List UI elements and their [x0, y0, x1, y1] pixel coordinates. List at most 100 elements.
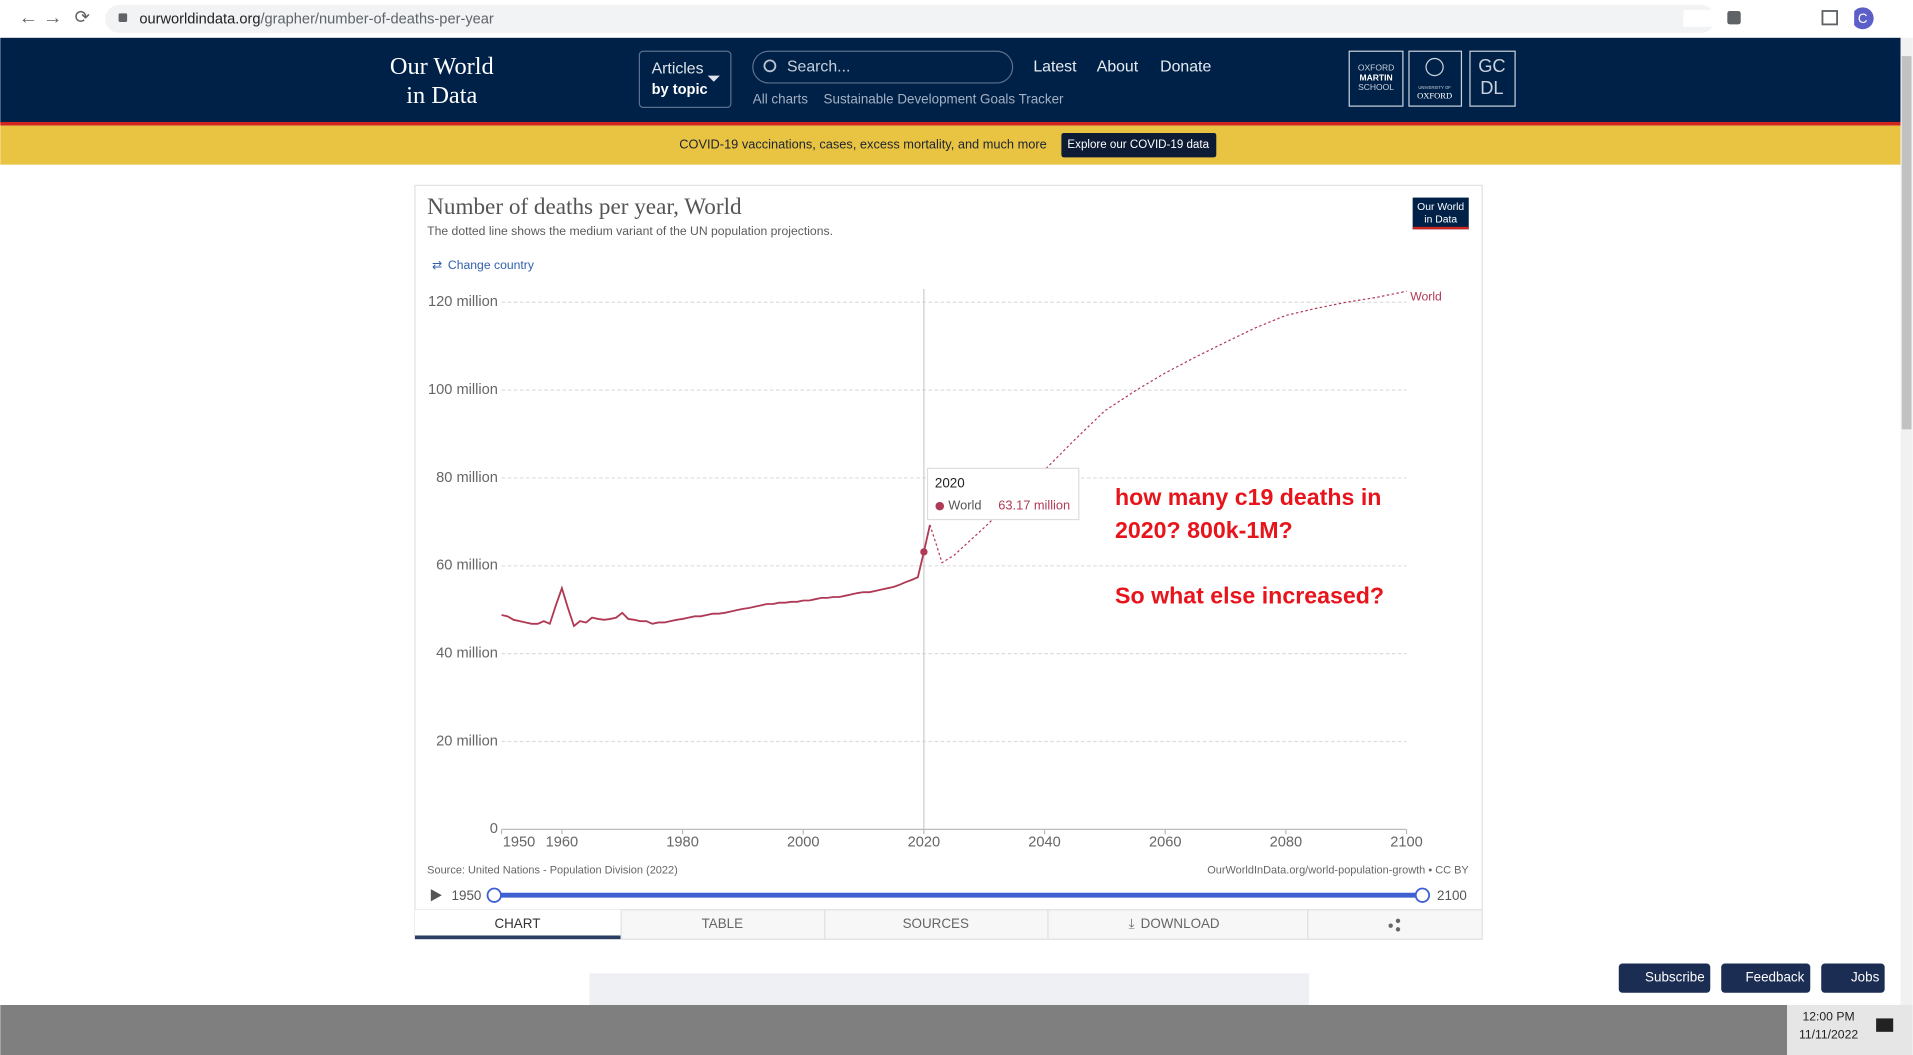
- annotation: how many c19 deaths in: [1115, 484, 1381, 510]
- projection-line: [935, 290, 1407, 564]
- x-tick-label: 1950: [503, 835, 536, 851]
- tab[interactable]: [620, 909, 826, 940]
- nav-sublink[interactable]: Sustainable Development Goals Tracker: [824, 92, 1064, 107]
- scrollbar-thumb[interactable]: [1901, 56, 1912, 430]
- x-tick-label: 1980: [666, 835, 699, 851]
- address-bar[interactable]: [105, 4, 1716, 33]
- banner-button-label: Explore our COVID-19 data: [1067, 139, 1209, 151]
- chart-subtitle: The dotted line shows the medium variant…: [427, 224, 833, 238]
- site-logo[interactable]: in Data: [406, 82, 477, 109]
- search-icon: [763, 59, 777, 73]
- share-icon: [1395, 927, 1401, 932]
- tab-active-indicator: [414, 935, 622, 940]
- y-tick-label: 0: [490, 821, 498, 837]
- owid-logo-text: Our World: [1417, 202, 1464, 213]
- reload-button[interactable]: ⟳: [75, 6, 90, 27]
- series-connector: [929, 524, 937, 544]
- timeline-handle[interactable]: [1414, 887, 1431, 903]
- partner-text: DL: [1480, 77, 1503, 98]
- series-label: World: [1410, 290, 1442, 304]
- notification-icon[interactable]: [1876, 1018, 1894, 1032]
- nav-accent: [0, 121, 1901, 126]
- x-tick-label: 2020: [908, 835, 941, 851]
- y-tick-label: 60 million: [436, 558, 498, 574]
- forward-button[interactable]: →: [43, 6, 62, 28]
- tooltip: [926, 467, 1080, 521]
- tab-label: TABLE: [702, 916, 744, 931]
- articles-label: by topic: [652, 82, 708, 98]
- tab[interactable]: [824, 909, 1049, 940]
- url-path: /grapher/number-of-deaths-per-year: [260, 11, 493, 27]
- sidepanel-icon[interactable]: [1821, 10, 1839, 26]
- tab[interactable]: [414, 909, 622, 940]
- banner-text: COVID-19 vaccinations, cases, excess mor…: [679, 137, 1046, 152]
- tab-label: CHART: [494, 916, 540, 931]
- extension-area: [1683, 9, 1855, 27]
- x-tick-label: 2080: [1270, 835, 1303, 851]
- partner-text: OXFORD: [1417, 90, 1452, 100]
- lock-icon: [118, 13, 128, 22]
- series-line: [501, 524, 931, 628]
- tab[interactable]: [1307, 909, 1483, 940]
- x-tick-label: 2060: [1149, 835, 1182, 851]
- partner-text: GC: [1478, 55, 1505, 76]
- back-button[interactable]: ←: [19, 6, 39, 28]
- url: ourworldindata.org/grapher/number-of-dea…: [139, 11, 494, 27]
- owid-logo-accent: [1412, 226, 1469, 230]
- y-tick-label: 80 million: [436, 470, 498, 486]
- partner-logo[interactable]: [1408, 50, 1463, 107]
- timeline-start: 1950: [452, 888, 482, 903]
- articles-label: Articles: [652, 61, 704, 78]
- partner-logo[interactable]: [1469, 50, 1516, 107]
- site-logo[interactable]: Our World: [390, 53, 494, 80]
- hover-point: [920, 548, 928, 556]
- nav-sublink[interactable]: All charts: [753, 92, 808, 107]
- float-button-label: Feedback: [1745, 970, 1804, 985]
- share-icon: [1388, 923, 1393, 928]
- covid-banner: [0, 125, 1901, 165]
- tab-label: DOWNLOAD: [1141, 916, 1220, 931]
- change-country[interactable]: Change country: [448, 258, 535, 272]
- y-tick-label: 20 million: [436, 733, 498, 749]
- float-button[interactable]: [1721, 963, 1811, 993]
- search-box[interactable]: [752, 50, 1014, 84]
- y-tick-label: 100 million: [428, 382, 498, 398]
- play-button: [430, 889, 442, 902]
- float-button[interactable]: [1618, 963, 1711, 993]
- clock-time: 12:00 PM: [1802, 1009, 1854, 1023]
- nav-link[interactable]: Donate: [1160, 58, 1211, 75]
- x-tick-label: 1960: [546, 835, 579, 851]
- clock-date: 11/11/2022: [1799, 1028, 1858, 1042]
- profile-avatar[interactable]: [1851, 7, 1874, 30]
- chart-source[interactable]: Source: United Nations - Population Divi…: [427, 865, 678, 877]
- banner-button[interactable]: [1061, 132, 1217, 158]
- annotation: So what else increased?: [1115, 583, 1384, 609]
- articles-button[interactable]: [638, 50, 732, 108]
- float-button[interactable]: [1821, 963, 1885, 993]
- x-tick-label: 2100: [1390, 835, 1423, 851]
- change-country-icon[interactable]: ⇄: [432, 258, 442, 272]
- extension-icon[interactable]: [1727, 10, 1741, 25]
- tooltip-value: 63.17 million: [998, 498, 1070, 513]
- x-tick-label: 2000: [787, 835, 820, 851]
- owid-logo-text: in Data: [1424, 214, 1457, 225]
- tab-label: SOURCES: [903, 916, 969, 931]
- related-section: [589, 973, 1309, 1005]
- owid-logo[interactable]: [1412, 197, 1469, 230]
- chart-card: [414, 184, 1483, 940]
- search-placeholder: Search...: [787, 58, 850, 75]
- share-icon: [1395, 918, 1401, 924]
- partner-text: SCHOOL: [1358, 82, 1394, 92]
- chart-title: Number of deaths per year, World: [427, 194, 742, 220]
- chart-license[interactable]: OurWorldInData.org/world-population-grow…: [1207, 865, 1469, 877]
- timeline-end: 2100: [1437, 888, 1467, 903]
- nav-link[interactable]: About: [1097, 58, 1139, 75]
- download-icon: ⤓: [1129, 916, 1135, 931]
- timeline-handle[interactable]: [486, 887, 502, 903]
- tooltip-year: 2020: [935, 476, 965, 491]
- partner-logo[interactable]: [1348, 50, 1404, 107]
- timeline: 1950 2100: [430, 887, 1467, 903]
- nav-link[interactable]: Latest: [1033, 58, 1077, 75]
- site-nav: [0, 37, 1901, 124]
